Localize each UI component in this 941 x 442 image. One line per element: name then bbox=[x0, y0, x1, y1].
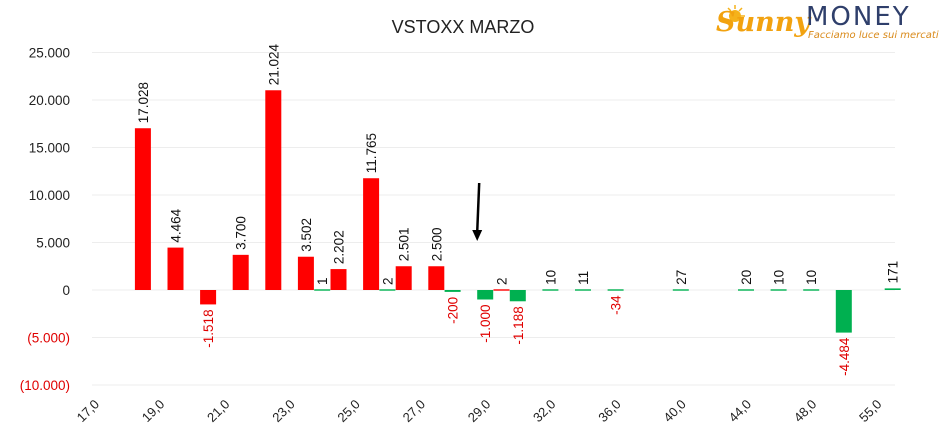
data-label: 1 bbox=[315, 277, 330, 285]
y-tick-label: 15.000 bbox=[29, 141, 70, 156]
data-label: 171 bbox=[886, 261, 901, 284]
x-tick-label: 32,0 bbox=[530, 397, 559, 426]
data-labels: 17.028 4.464 -1.518 3.700 21.024 3.502 1 2.202 1… bbox=[136, 43, 901, 375]
data-label: 10 bbox=[772, 270, 787, 285]
y-tick-label: 0 bbox=[62, 283, 70, 298]
bar bbox=[444, 290, 461, 292]
data-label: 10 bbox=[804, 270, 819, 285]
y-tick-label: 20.000 bbox=[29, 93, 70, 108]
bar bbox=[542, 289, 559, 291]
bar bbox=[330, 269, 347, 290]
bar bbox=[200, 290, 217, 305]
x-tick-label: 40,0 bbox=[660, 397, 689, 426]
data-label: 2 bbox=[495, 277, 510, 285]
x-tick-label: 17,0 bbox=[74, 397, 103, 426]
x-tick-label: 19,0 bbox=[139, 397, 168, 426]
data-label: 27 bbox=[674, 270, 689, 285]
x-tick-label: 27,0 bbox=[400, 397, 429, 426]
arrow-shaft bbox=[475, 182, 481, 233]
data-label: -1.188 bbox=[511, 306, 526, 344]
data-label: 20 bbox=[739, 270, 754, 285]
data-label: 11.765 bbox=[364, 133, 379, 173]
bar bbox=[607, 289, 624, 291]
x-tick-label: 21,0 bbox=[204, 397, 233, 426]
logo-money: MONEY bbox=[806, 2, 911, 32]
data-label: 2.501 bbox=[397, 227, 412, 261]
x-tick-label: 36,0 bbox=[595, 397, 624, 426]
bar bbox=[395, 266, 412, 290]
data-label: 2.202 bbox=[332, 230, 347, 264]
data-label: -1.518 bbox=[201, 309, 216, 347]
bar bbox=[738, 289, 754, 291]
bar bbox=[265, 90, 282, 290]
bar bbox=[509, 290, 526, 302]
data-label: 2.500 bbox=[429, 227, 444, 261]
data-label: 21.024 bbox=[266, 43, 281, 85]
y-tick-label: 10.000 bbox=[29, 188, 70, 203]
y-tick-label: 25.000 bbox=[29, 46, 70, 61]
data-label: 11 bbox=[576, 271, 591, 285]
data-label: -34 bbox=[609, 295, 624, 315]
bar bbox=[803, 289, 820, 291]
x-tick-label: 29,0 bbox=[465, 397, 494, 426]
bar bbox=[770, 289, 787, 291]
x-tick-label: 44,0 bbox=[726, 397, 755, 426]
bar bbox=[428, 266, 445, 290]
bar bbox=[379, 289, 396, 291]
data-label: 17.028 bbox=[136, 82, 151, 123]
x-tick-label: 25,0 bbox=[334, 397, 363, 426]
data-label: -200 bbox=[446, 297, 461, 324]
y-tick-label: (5.000) bbox=[27, 331, 70, 346]
bar bbox=[493, 289, 510, 291]
y-tick-label: (10.000) bbox=[20, 378, 70, 393]
data-label: 3.502 bbox=[299, 218, 314, 252]
x-tick-label: 48,0 bbox=[791, 397, 820, 426]
y-tick-label: 5.000 bbox=[36, 236, 70, 251]
arrow-down-icon bbox=[472, 230, 483, 241]
sun-icon bbox=[727, 5, 745, 22]
bar bbox=[672, 289, 689, 291]
logo-sunny: Sunny bbox=[716, 7, 812, 38]
bars bbox=[134, 90, 901, 333]
bar bbox=[363, 178, 380, 290]
annotations bbox=[472, 182, 483, 241]
bar bbox=[575, 289, 591, 291]
bar bbox=[232, 254, 249, 290]
data-label: -4.484 bbox=[837, 337, 852, 376]
bar bbox=[134, 128, 151, 290]
bar bbox=[884, 288, 901, 290]
x-axis-ticks: 17,0 19,0 21,0 23,0 25,0 27,0 29,0 32,0 36,0 40,0… bbox=[74, 397, 885, 426]
data-label: 3.700 bbox=[234, 216, 249, 250]
data-label: 10 bbox=[543, 270, 558, 285]
x-tick-label: 23,0 bbox=[269, 397, 298, 426]
y-axis-ticks: 25.000 20.000 15.000 10.000 5.000 0 (5.000) (10… bbox=[20, 46, 70, 394]
bar bbox=[477, 290, 494, 300]
bar bbox=[314, 289, 331, 291]
data-label: 2 bbox=[380, 277, 395, 285]
x-tick-label: 55,0 bbox=[856, 397, 885, 426]
data-label: -1.000 bbox=[478, 305, 493, 343]
data-label: 4.464 bbox=[169, 208, 184, 242]
bar bbox=[297, 256, 314, 290]
brand-logo: Sunny MONEY Facciamo luce sui mercati bbox=[716, 2, 939, 41]
bar bbox=[835, 290, 852, 333]
logo-tagline: Facciamo luce sui mercati bbox=[808, 30, 939, 41]
bar bbox=[167, 247, 184, 290]
chart-title: VSTOXX MARZO bbox=[392, 17, 535, 37]
